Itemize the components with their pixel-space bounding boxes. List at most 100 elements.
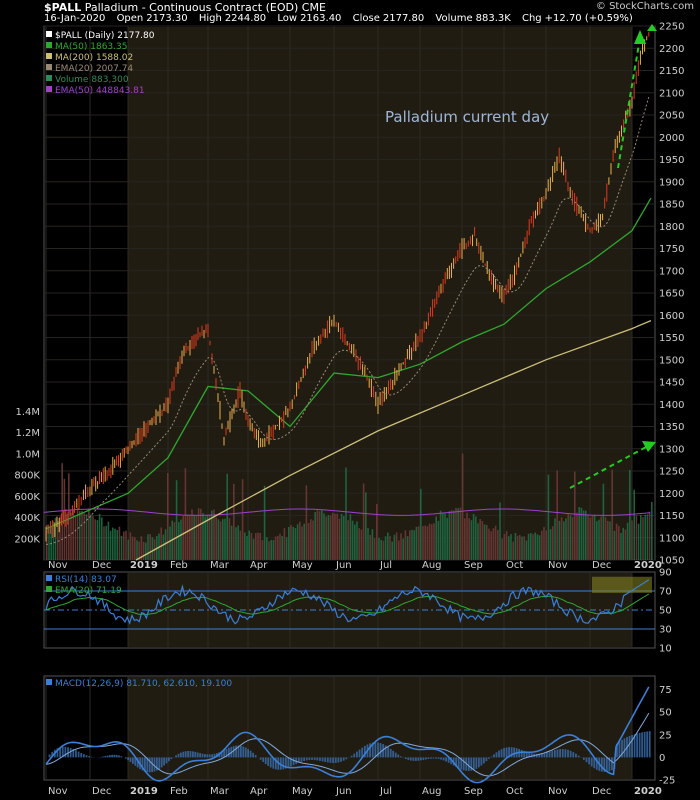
volume-bar	[70, 512, 72, 560]
volume-bar	[241, 479, 244, 560]
macd-histogram-bar	[505, 747, 508, 758]
macd-histogram-bar	[90, 756, 93, 758]
macd-histogram-bar	[267, 757, 270, 766]
x-axis-label-bottom: Feb	[170, 786, 188, 797]
macd-histogram-bar	[559, 749, 561, 758]
macd-histogram-bar	[633, 734, 636, 758]
macd-histogram-bar	[170, 757, 173, 760]
macd-histogram-bar	[498, 750, 500, 758]
volume-bar	[191, 509, 193, 560]
volume-bar	[420, 488, 422, 560]
price-tick-label: 1050	[659, 556, 684, 567]
ma50-line	[45, 197, 652, 530]
macd-histogram-bar	[332, 757, 335, 764]
volume-bar	[127, 539, 129, 560]
volume-bar	[560, 517, 563, 560]
macd-histogram-bar	[244, 747, 247, 758]
rsi-legend-swatch	[46, 575, 52, 581]
macd-histogram-bar	[477, 757, 480, 768]
macd-histogram-bar	[648, 731, 651, 758]
volume-bar	[567, 514, 569, 560]
volume-bar	[268, 541, 270, 560]
macd-histogram-bar	[623, 738, 626, 758]
volume-bar	[587, 514, 589, 560]
volume-bar	[175, 480, 178, 560]
volume-label: Volume	[435, 13, 473, 24]
rsi-highlight-box	[592, 576, 652, 593]
volume-bar	[380, 539, 382, 560]
volume-bar	[393, 534, 396, 560]
volume-bar	[391, 541, 393, 560]
volume-bar	[503, 533, 506, 560]
legend-entry: $PALL (Daily) 2177.80	[55, 31, 155, 41]
macd-histogram-bar	[208, 754, 211, 758]
volume-bar	[602, 483, 605, 560]
volume-bar	[532, 534, 534, 560]
macd-histogram-bar	[538, 753, 541, 758]
macd-histogram-bar	[160, 757, 163, 768]
volume-bar	[178, 522, 180, 560]
volume-bar	[578, 507, 580, 560]
x-axis-label: 2020	[634, 560, 662, 571]
volume-tick-label: 200K	[14, 534, 40, 545]
rsi-legend-swatch	[46, 586, 52, 592]
macd-histogram-bar	[535, 753, 538, 758]
macd-histogram-bar	[262, 757, 265, 762]
volume-bar	[279, 533, 281, 560]
volume-bar	[422, 526, 424, 560]
volume-bar	[277, 535, 279, 560]
macd-histogram-bar	[51, 751, 54, 758]
volume-tick-label: 600K	[14, 492, 40, 503]
volume-bar	[204, 516, 206, 560]
macd-histogram-bar	[412, 757, 415, 761]
volume-bar	[211, 510, 213, 560]
macd-histogram-bar	[422, 757, 425, 760]
ema20-line	[45, 96, 650, 545]
price-tick-label: 1400	[659, 400, 684, 411]
macd-histogram-bar	[279, 757, 282, 770]
volume-bar	[598, 519, 600, 560]
volume-bar	[314, 511, 316, 560]
rsi-legend-entry: RSI(14) 83.07	[55, 575, 117, 585]
macd-histogram-bar	[254, 755, 257, 758]
volume-bar	[459, 507, 462, 560]
volume-bar	[433, 523, 435, 560]
volume-bar	[618, 525, 620, 560]
x-axis-label-bottom: Jul	[379, 786, 392, 797]
volume-bar	[461, 453, 464, 560]
last-price-marker	[647, 24, 657, 31]
volume-bar	[424, 525, 426, 560]
volume-bar	[552, 526, 554, 560]
macd-histogram-bar	[56, 748, 59, 758]
macd-histogram-bar	[300, 757, 303, 762]
macd-histogram-bar	[106, 755, 109, 758]
volume-bar	[409, 530, 411, 560]
legend-entry: Volume 883,300	[55, 75, 129, 85]
macd-histogram-bar	[488, 757, 490, 759]
volume-bar	[54, 517, 57, 560]
macd-histogram-bar	[321, 757, 324, 762]
volume-bar	[263, 485, 266, 560]
macd-histogram-bar	[588, 757, 591, 765]
macd-histogram-bar	[540, 753, 543, 758]
x-axis-label: Jun	[335, 560, 352, 571]
macd-histogram-bar	[414, 757, 417, 761]
macd-histogram-bar	[311, 757, 313, 760]
volume-bar	[186, 514, 189, 560]
price-tick-label: 2200	[659, 44, 684, 55]
macd-histogram-bar	[445, 757, 447, 762]
macd-histogram-bar	[232, 746, 235, 758]
macd-histogram-bar	[561, 749, 564, 758]
volume-bar	[259, 532, 261, 560]
volume-bar	[521, 536, 523, 560]
volume-bar	[285, 537, 288, 560]
macd-signal-line	[45, 712, 650, 777]
volume-bar	[538, 535, 541, 560]
macd-histogram-bar	[646, 731, 649, 758]
volume-bar	[514, 533, 517, 560]
volume-bar	[347, 520, 349, 560]
annotation-text: Palladium current day	[385, 108, 549, 126]
macd-histogram-bar	[371, 742, 374, 758]
rsi-legend-entry: EMA(20) 71.19	[55, 586, 122, 596]
volume-bar	[398, 540, 400, 560]
